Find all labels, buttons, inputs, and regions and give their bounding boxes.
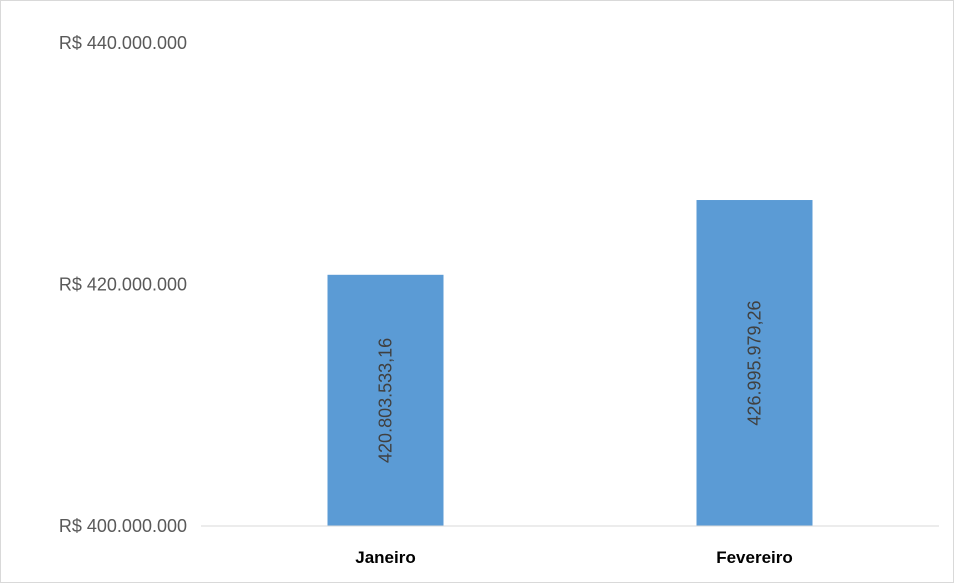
- category-label: Fevereiro: [716, 548, 793, 567]
- y-tick-label: R$ 420.000.000: [59, 275, 187, 295]
- bar: [327, 274, 444, 526]
- y-tick-label: R$ 440.000.000: [59, 33, 187, 53]
- y-axis-ticks: R$ 400.000.000 R$ 420.000.000 R$ 440.000.0…: [59, 33, 187, 536]
- bar: [696, 200, 813, 526]
- bar-data-label: 426.995.979,26: [745, 300, 765, 425]
- x-axis-labels: Janeiro Fevereiro: [355, 548, 793, 567]
- bars: 420.803.533,16 426.995.979,26: [327, 200, 813, 526]
- y-tick-label: R$ 400.000.000: [59, 516, 187, 536]
- category-label: Janeiro: [355, 548, 415, 567]
- bar-data-label: 420.803.533,16: [376, 338, 396, 463]
